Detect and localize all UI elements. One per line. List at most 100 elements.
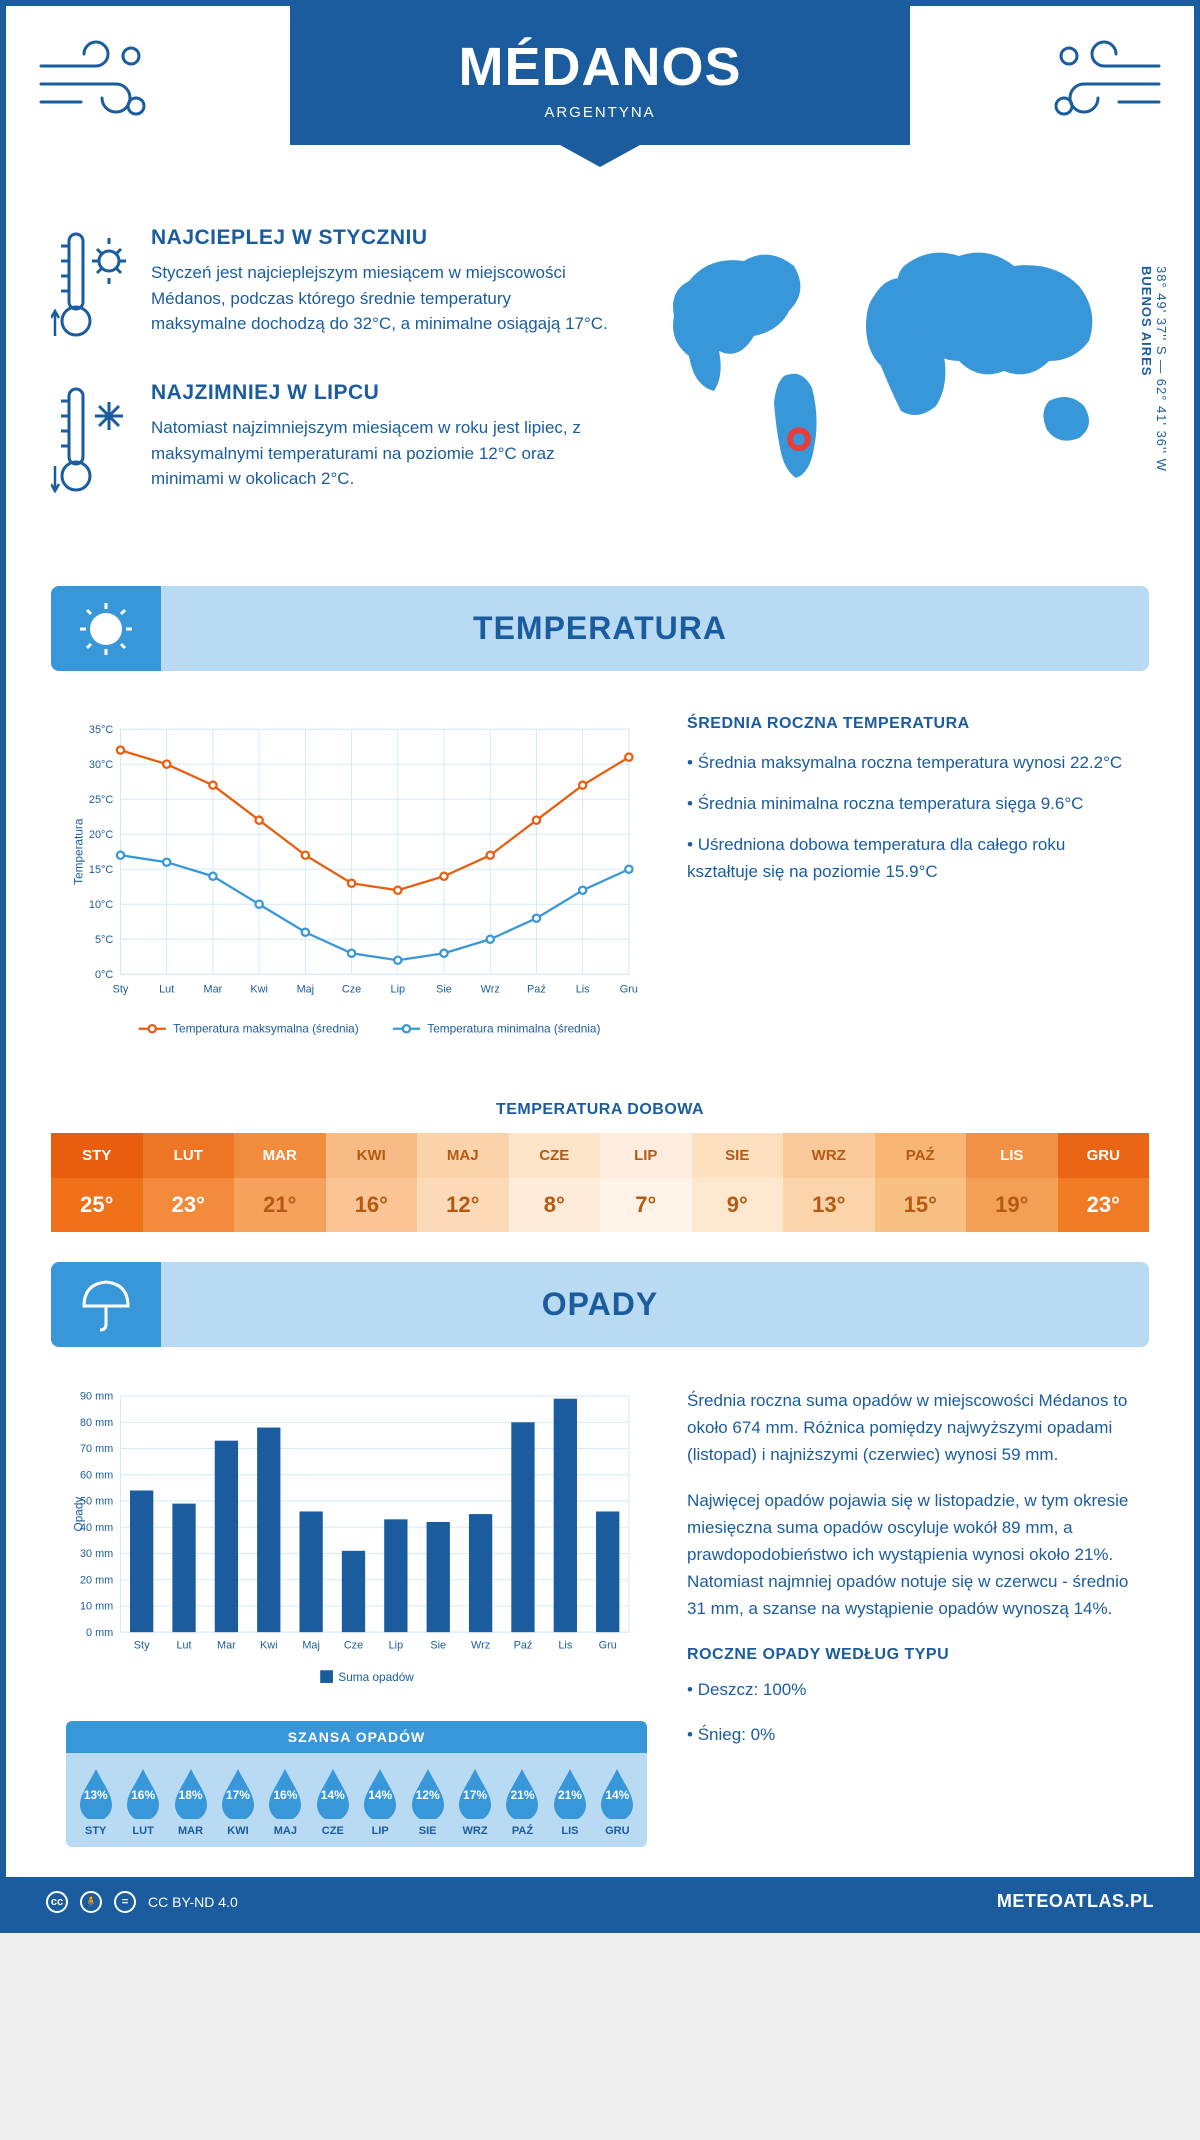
svg-text:30 mm: 30 mm: [80, 1548, 113, 1560]
page: MÉDANOS ARGENTYNA NAJCIEPLEJ W: [0, 0, 1200, 1933]
temp-info-bullet: • Uśredniona dobowa temperatura dla całe…: [687, 831, 1134, 885]
daily-head: WRZ: [783, 1133, 875, 1178]
daily-value: 7°: [600, 1178, 692, 1232]
world-map: [649, 226, 1149, 486]
temperature-chart: 0°C5°C10°C15°C20°C25°C30°C35°CStyLutMarK…: [66, 711, 647, 1061]
svg-text:0 mm: 0 mm: [86, 1627, 113, 1639]
svg-text:Maj: Maj: [297, 983, 315, 995]
svg-text:Gru: Gru: [620, 983, 638, 995]
svg-text:10 mm: 10 mm: [80, 1601, 113, 1613]
precip-header: OPADY: [51, 1262, 1149, 1347]
precip-type-bullet: • Śnieg: 0%: [687, 1721, 1134, 1748]
svg-text:Paź: Paź: [514, 1639, 533, 1651]
raindrop-icon: 17%: [454, 1767, 496, 1819]
daily-head: PAŹ: [875, 1133, 967, 1178]
svg-text:Temperatura minimalna (średnia: Temperatura minimalna (średnia): [427, 1021, 600, 1035]
chance-cell: 16% MAJ: [262, 1767, 309, 1837]
svg-text:Sty: Sty: [134, 1639, 150, 1651]
svg-text:15°C: 15°C: [89, 864, 113, 876]
svg-text:Lut: Lut: [159, 983, 174, 995]
chance-month: LIS: [546, 1825, 593, 1837]
header: MÉDANOS ARGENTYNA: [6, 6, 1194, 186]
svg-text:70 mm: 70 mm: [80, 1443, 113, 1455]
chance-value: 21%: [558, 1788, 582, 1802]
svg-text:Cze: Cze: [344, 1639, 363, 1651]
chance-value: 16%: [131, 1788, 155, 1802]
daily-head: LUT: [143, 1133, 235, 1178]
daily-head: MAR: [234, 1133, 326, 1178]
chance-month: KWI: [214, 1825, 261, 1837]
svg-text:5°C: 5°C: [95, 934, 113, 946]
by-icon: 🧍: [80, 1891, 102, 1913]
cold-block: NAJZIMNIEJ W LIPCU Natomiast najzimniejs…: [51, 381, 609, 501]
raindrop-icon: 21%: [549, 1767, 591, 1819]
daily-head: CZE: [509, 1133, 601, 1178]
chance-cell: 13% STY: [72, 1767, 119, 1837]
hot-title: NAJCIEPLEJ W STYCZNIU: [151, 226, 609, 250]
country-name: ARGENTYNA: [310, 104, 890, 121]
daily-value: 23°: [143, 1178, 235, 1232]
chance-cell: 16% LUT: [119, 1767, 166, 1837]
svg-text:Suma opadów: Suma opadów: [338, 1670, 414, 1684]
precip-chart: 0 mm10 mm20 mm30 mm40 mm50 mm60 mm70 mm8…: [66, 1387, 647, 1701]
svg-text:Sty: Sty: [113, 983, 129, 995]
chance-value: 16%: [273, 1788, 297, 1802]
wind-icon-right: [1044, 36, 1164, 126]
chance-value: 14%: [605, 1788, 629, 1802]
temperature-title: TEMPERATURA: [75, 610, 1125, 647]
raindrop-icon: 14%: [312, 1767, 354, 1819]
precip-title: OPADY: [75, 1286, 1125, 1323]
svg-text:Cze: Cze: [342, 983, 361, 995]
chance-cell: 17% WRZ: [451, 1767, 498, 1837]
raindrop-icon: 14%: [596, 1767, 638, 1819]
svg-text:90 mm: 90 mm: [80, 1391, 113, 1403]
svg-text:Wrz: Wrz: [481, 983, 500, 995]
chance-value: 14%: [321, 1788, 345, 1802]
raindrop-icon: 16%: [122, 1767, 164, 1819]
svg-text:30°C: 30°C: [89, 759, 113, 771]
daily-value: 12°: [417, 1178, 509, 1232]
chance-cell: 14% LIP: [357, 1767, 404, 1837]
svg-text:Lis: Lis: [576, 983, 590, 995]
svg-text:10°C: 10°C: [89, 899, 113, 911]
chance-title: SZANSA OPADÓW: [66, 1721, 647, 1753]
svg-text:Kwi: Kwi: [250, 983, 268, 995]
temp-info-title: ŚREDNIA ROCZNA TEMPERATURA: [687, 711, 1134, 737]
chance-month: PAŹ: [499, 1825, 546, 1837]
raindrop-icon: 13%: [75, 1767, 117, 1819]
temp-info-bullet: • Średnia maksymalna roczna temperatura …: [687, 749, 1134, 776]
chance-month: LIP: [357, 1825, 404, 1837]
chance-value: 17%: [226, 1788, 250, 1802]
precip-info: Średnia roczna suma opadów w miejscowośc…: [687, 1387, 1134, 1847]
chance-box: SZANSA OPADÓW 13% STY 16% LUT 18% MAR 17…: [66, 1721, 647, 1847]
daily-value: 19°: [966, 1178, 1058, 1232]
city-name: MÉDANOS: [310, 36, 890, 98]
chance-value: 21%: [510, 1788, 534, 1802]
chance-month: MAR: [167, 1825, 214, 1837]
svg-text:25°C: 25°C: [89, 794, 113, 806]
chance-cell: 21% LIS: [546, 1767, 593, 1837]
daily-value: 23°: [1058, 1178, 1150, 1232]
cc-icon: cc: [46, 1891, 68, 1913]
daily-head: LIS: [966, 1133, 1058, 1178]
temp-info-bullet: • Średnia minimalna roczna temperatura s…: [687, 790, 1134, 817]
raindrop-icon: 21%: [501, 1767, 543, 1819]
chance-cell: 17% KWI: [214, 1767, 261, 1837]
thermometer-snow-icon: [51, 381, 131, 501]
daily-value: 15°: [875, 1178, 967, 1232]
raindrop-icon: 14%: [359, 1767, 401, 1819]
chance-month: LUT: [119, 1825, 166, 1837]
svg-text:Sie: Sie: [436, 983, 452, 995]
license-text: CC BY-ND 4.0: [148, 1894, 238, 1910]
svg-text:20 mm: 20 mm: [80, 1574, 113, 1586]
svg-text:Temperatura maksymalna (średni: Temperatura maksymalna (średnia): [173, 1021, 359, 1035]
daily-value: 25°: [51, 1178, 143, 1232]
daily-head: MAJ: [417, 1133, 509, 1178]
svg-text:Maj: Maj: [302, 1639, 320, 1651]
chance-value: 13%: [84, 1788, 108, 1802]
chance-value: 14%: [368, 1788, 392, 1802]
daily-head: GRU: [1058, 1133, 1150, 1178]
precip-type-title: ROCZNE OPADY WEDŁUG TYPU: [687, 1642, 1134, 1668]
map-container: 38° 49' 37'' S — 62° 41' 36'' W BUENOS A…: [649, 226, 1149, 536]
raindrop-icon: 16%: [264, 1767, 306, 1819]
